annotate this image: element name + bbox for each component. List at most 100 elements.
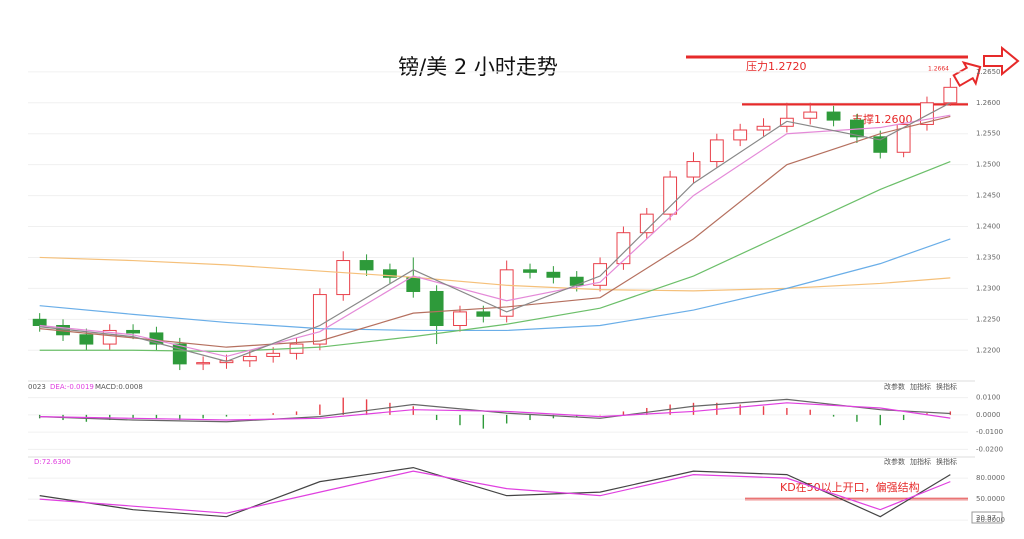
arrow: [983, 45, 1020, 77]
candle-body: [429, 290, 444, 327]
candle-body: [383, 269, 397, 278]
macd-bar: [786, 407, 788, 415]
macd-bar: [155, 414, 158, 419]
header: MACD:0.0008: [95, 383, 143, 391]
candle-body: [663, 176, 678, 215]
y-tick-label: 0.0000: [976, 411, 1001, 419]
macd-bar: [435, 414, 438, 421]
y-tick-label: -0.0100: [976, 428, 1003, 436]
y-tick-label: 0.0100: [976, 394, 1001, 402]
y-tick-label: 1.2350: [976, 253, 1001, 261]
line: [39, 470, 951, 514]
line: [39, 102, 951, 363]
macd-bar: [739, 404, 741, 415]
macd-bar: [856, 414, 858, 422]
button[interactable]: 改参数: [884, 457, 905, 466]
macd-bar: [832, 414, 835, 417]
macd-bar: [622, 411, 625, 415]
candle-body: [499, 269, 514, 317]
line: [39, 256, 951, 292]
annotation: KD在50以上开口，偏强结构: [780, 480, 920, 494]
annotation: 支撑1.2600: [852, 112, 913, 126]
candle-body: [32, 318, 47, 327]
macd-bar: [552, 414, 555, 419]
macd-bar: [342, 397, 344, 415]
button[interactable]: 换指标: [936, 457, 957, 466]
y-tick-label: 1.2550: [976, 130, 1001, 138]
arrow: [952, 61, 982, 88]
y-tick-label: 1.2600: [976, 99, 1001, 107]
macd-bar: [879, 414, 881, 426]
macd-bar: [809, 409, 811, 415]
candle-body: [359, 260, 374, 271]
macd-bar: [132, 414, 134, 419]
candle-body: [523, 269, 537, 273]
candle-body: [546, 271, 561, 278]
macd-bar: [202, 414, 204, 419]
y-tick-label: 50.0000: [976, 495, 1005, 503]
y-tick-label: 20.0000: [976, 516, 1005, 524]
macd-bar: [412, 406, 414, 415]
macd-bar: [272, 413, 274, 415]
y-tick-label: 80.0000: [976, 474, 1005, 482]
line: [39, 115, 951, 348]
y-tick-label: 1.2500: [976, 161, 1001, 169]
candle-body: [896, 123, 911, 153]
y-tick-label: 1.2300: [976, 284, 1001, 292]
candle-body: [126, 329, 140, 334]
macd-bar: [646, 407, 648, 415]
header: D:72.6300: [34, 458, 71, 466]
line: [39, 402, 951, 421]
candle-body: [79, 334, 94, 345]
y-tick-label: 1.2450: [976, 192, 1001, 200]
current-value: 20.97: [976, 514, 996, 522]
candle-body: [266, 352, 281, 357]
candle-body: [873, 136, 888, 153]
candle-body: [312, 294, 327, 345]
candle-body: [453, 311, 467, 327]
line: [39, 114, 951, 358]
line: [39, 238, 951, 332]
price-label: 1.2664: [928, 66, 949, 73]
macd-bar: [365, 399, 368, 415]
candle-body: [756, 125, 771, 131]
candle-body: [803, 111, 818, 119]
button[interactable]: 加指标: [910, 382, 931, 391]
candle-body: [709, 139, 724, 163]
candle-body: [733, 129, 748, 141]
macd-bar: [389, 402, 391, 415]
macd-bar: [926, 413, 928, 415]
candle-body: [336, 260, 351, 296]
candle-body: [569, 276, 584, 286]
candle-body: [826, 111, 841, 121]
macd-bar: [459, 414, 461, 426]
candle-body: [172, 343, 187, 365]
macd-bar: [249, 414, 251, 416]
button[interactable]: 换指标: [936, 382, 957, 391]
line: [39, 161, 951, 353]
macd-bar: [179, 414, 181, 421]
candle-body: [476, 311, 491, 317]
button[interactable]: 改参数: [884, 382, 905, 391]
macd-bar: [529, 414, 531, 421]
annotation: 压力1.2720: [746, 60, 807, 73]
header: DEA:-0.0019: [50, 383, 94, 391]
macd-bar: [295, 411, 298, 415]
y-tick-label: 1.2650: [976, 68, 1001, 76]
line: [39, 398, 951, 423]
candle-body: [686, 161, 701, 178]
macd-bar: [319, 404, 321, 415]
y-tick-label: -0.0200: [976, 445, 1003, 453]
y-tick-label: 1.2250: [976, 315, 1001, 323]
macd-bar: [762, 406, 765, 415]
candle-body: [943, 86, 958, 104]
button[interactable]: 加指标: [910, 457, 931, 466]
y-tick-label: 1.2200: [976, 346, 1001, 354]
y-tick-label: 1.2400: [976, 223, 1001, 231]
candle-body: [196, 362, 211, 365]
header: 0023: [28, 383, 46, 391]
macd-bar: [599, 414, 601, 416]
macd-bar: [482, 414, 485, 429]
candle-body: [242, 355, 257, 362]
